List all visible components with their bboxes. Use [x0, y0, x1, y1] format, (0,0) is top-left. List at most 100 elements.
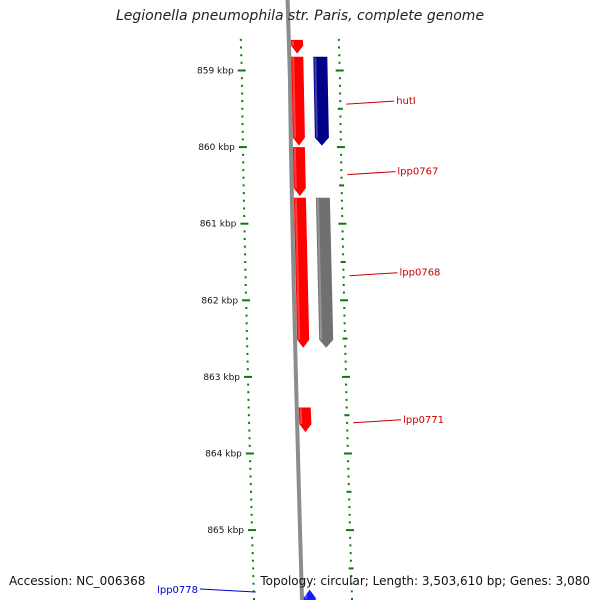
inner-tick-mark	[250, 498, 253, 501]
inner-tick-mark	[248, 529, 256, 532]
gene-lpp0771-arrow[interactable]	[298, 407, 312, 433]
accession-text: Accession: NC_006368	[9, 574, 146, 588]
inner-tick-mark	[245, 307, 248, 309]
inner-tick-mark	[239, 38, 242, 41]
outer-tick-mark	[339, 184, 345, 187]
inner-tick-mark	[242, 184, 245, 187]
inner-tick-mark	[250, 506, 253, 509]
outer-tick-mark	[335, 69, 344, 72]
outer-tick-mark	[342, 291, 345, 294]
inner-tick-mark	[240, 54, 243, 57]
inner-tick-mark	[245, 329, 248, 332]
inner-tick-mark	[246, 337, 248, 340]
outer-tick-mark	[348, 513, 351, 516]
inner-tick-mark	[241, 107, 244, 110]
inner-tick-mark	[246, 368, 249, 371]
inner-tick-mark	[252, 582, 255, 585]
gene-label-leader	[347, 171, 396, 176]
inner-tick-mark	[247, 398, 250, 401]
outer-tick-mark	[337, 107, 343, 110]
inner-tick-mark	[249, 483, 252, 486]
gene-lpp0768-arrow[interactable]	[293, 197, 310, 348]
gene-label-hutI[interactable]: hutI	[396, 96, 416, 107]
inner-tick-mark	[243, 245, 246, 248]
outer-tick-mark	[343, 322, 346, 325]
outer-tick-mark	[346, 444, 349, 447]
gene-label-lpp0771[interactable]: lpp0771	[403, 415, 444, 426]
genome-backbone	[285, 0, 305, 600]
inner-tick-mark	[241, 123, 244, 126]
inner-tick-mark	[249, 467, 252, 470]
tick-label: 864 kbp	[205, 450, 242, 460]
gene-lpp0767-arrow[interactable]	[292, 147, 306, 197]
outer-tick-mark	[342, 253, 345, 256]
inner-tick-mark	[246, 360, 249, 363]
outer-tick-mark	[349, 536, 352, 539]
outer-tick-mark	[341, 215, 344, 217]
inner-tick-mark	[242, 153, 245, 156]
tick-label: 861 kbp	[200, 220, 237, 230]
gene-lpp0778-arrow[interactable]	[303, 589, 317, 600]
gene-arrow[interactable]	[290, 39, 304, 54]
inner-tick-mark	[251, 536, 254, 539]
gene-arrow-highlight	[299, 408, 303, 425]
outer-tick-mark	[340, 192, 343, 195]
outer-tick-mark	[346, 437, 349, 440]
outer-tick-mark	[339, 115, 342, 118]
inner-tick-mark	[251, 544, 254, 547]
inner-tick-mark	[243, 230, 246, 233]
outer-tick-mark	[348, 506, 351, 509]
inner-tick-mark	[241, 138, 244, 141]
outer-tick-mark	[339, 84, 341, 87]
inner-tick-mark	[245, 452, 254, 455]
outer-tick-mark	[350, 590, 353, 593]
outer-tick-mark	[342, 268, 345, 271]
inner-tick-mark	[242, 169, 245, 172]
gene-label-lpp0767[interactable]: lpp0767	[397, 167, 438, 178]
outer-tick-mark	[347, 475, 350, 478]
outer-tick-mark	[348, 498, 351, 501]
gene-arrow-highlight	[316, 198, 323, 340]
inner-tick-mark	[248, 429, 251, 432]
outer-tick-mark	[346, 490, 352, 493]
outer-tick-mark	[338, 77, 341, 80]
inner-tick-mark	[250, 490, 252, 493]
inner-tick-mark	[247, 383, 250, 386]
outer-tick-mark	[346, 429, 349, 432]
outer-tick-mark	[345, 391, 348, 394]
outer-tick-mark	[351, 598, 353, 600]
outer-tick-mark	[343, 329, 346, 332]
outer-tick-mark	[339, 123, 342, 126]
gene-arrow[interactable]	[315, 197, 334, 348]
gene-label-lpp0778[interactable]: lpp0778	[157, 585, 198, 596]
outer-tick-mark	[338, 61, 341, 64]
topology-summary: Topology: circular; Length: 3,503,610 bp…	[260, 574, 590, 588]
inner-tick-mark	[242, 199, 245, 202]
outer-tick-mark	[342, 276, 345, 279]
inner-tick-mark	[245, 322, 248, 325]
gene-hutI-arrow[interactable]	[313, 56, 329, 146]
outer-tick-mark	[340, 261, 346, 263]
inner-tick-mark	[242, 161, 245, 164]
gene-label-leader	[346, 100, 395, 105]
outer-tick-mark	[346, 529, 354, 532]
gene-arrow[interactable]	[291, 56, 305, 146]
outer-tick-mark	[342, 337, 348, 340]
inner-tick-mark	[247, 406, 250, 409]
gene-arrow-highlight	[294, 198, 301, 340]
inner-tick-mark	[253, 598, 255, 600]
gene-arrow-highlight	[292, 57, 296, 138]
outer-tick-mark	[348, 521, 351, 524]
inner-tick-mark	[240, 61, 243, 64]
inner-tick-mark	[252, 575, 255, 578]
inner-tick-mark	[240, 46, 242, 49]
inner-tick-mark	[241, 100, 244, 103]
inner-tick-mark	[244, 284, 247, 286]
gene-arrow-highlight	[293, 148, 297, 189]
gene-label-leader	[199, 588, 256, 593]
outer-tick-mark	[339, 100, 342, 103]
gene-label-lpp0768[interactable]: lpp0768	[400, 268, 441, 279]
outer-tick-mark	[344, 345, 347, 348]
